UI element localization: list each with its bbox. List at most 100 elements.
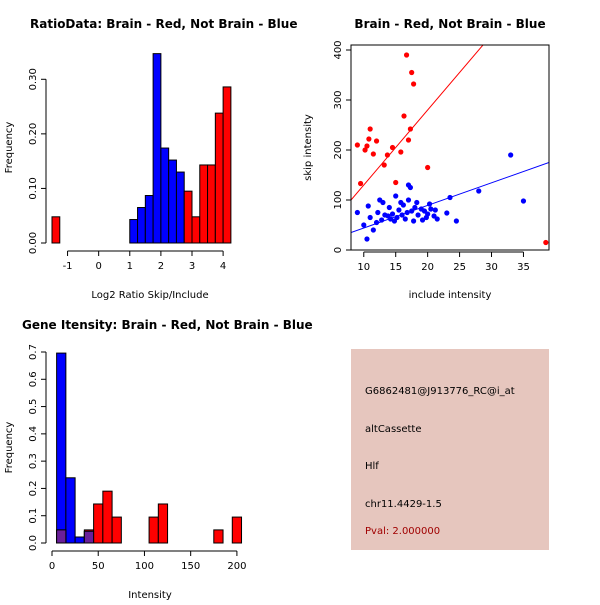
chart-2-bar-not-brain [56,352,67,544]
chart-1-point-not-brain [375,209,381,216]
chart-1-point-not-brain [409,208,415,214]
chart-1-point-not-brain [373,219,380,226]
chart-0-bar-not-brain [175,171,185,244]
chart-1-point-not-brain [428,206,434,212]
chart-1-point-not-brain [370,227,376,233]
chart-0-bar-brain [51,216,61,244]
chart-0-y-tick-label: 0.30 [28,68,39,90]
chart-1-point-not-brain [364,236,370,242]
chart-1-point-not-brain [444,210,450,216]
chart-0-bar-brain [199,164,209,244]
chart-2-bar-brain [157,503,169,544]
chart-2-y-tick-label: 0.0 [28,535,39,551]
chart-1-y-tick-label: 400 [333,40,344,59]
chart-0-y-tick-label: 0.00 [28,232,39,254]
chart-2-y-tick-label: 0.6 [28,371,39,387]
chart-1-ylabel: skip intensity [303,114,314,181]
chart-2-y-tick-label: 0.5 [28,399,39,415]
chart-1-point-brain [366,136,372,142]
chart-1-point-not-brain [419,217,426,223]
chart-1-x-tick-label: 35 [517,262,530,273]
chart-1-point-not-brain [508,152,514,158]
chart-1-y-tick-label: 0 [333,247,344,253]
chart-2-x-tick-label: 100 [135,561,154,572]
chart-2-y-tick-label: 0.7 [28,344,39,360]
chart-2-bar-brain [213,529,224,544]
chart-1-point-brain [393,179,399,186]
chart-1-point-brain [381,162,387,168]
chart-1-x-tick-label: 15 [389,262,402,273]
chart-1-point-not-brain [402,216,408,222]
chart-2-y-tick-label: 0.1 [28,508,39,524]
chart-1-point-brain [405,137,412,143]
chart-1-point-not-brain [380,199,386,206]
chart-1-point-brain [354,142,360,148]
chart-1-point-not-brain [386,204,392,211]
chart-1-point-not-brain [453,218,459,224]
chart-1-point-not-brain [361,222,367,228]
chart-1-point-not-brain [426,201,433,207]
chart-0-bar-not-brain [137,207,146,244]
chart-0-x-tick-label: 1 [127,261,133,272]
chart-0-x-tick-label: 0 [95,261,101,272]
chart-1-point-not-brain [425,211,431,217]
chart-1-point-brain [389,144,396,151]
chart-1-y-tick-label: 300 [333,90,344,109]
chart-1-x-tick-label: 30 [485,262,498,273]
chart-0-y-tick-label: 0.20 [28,123,39,145]
probe-info-panel: G6862481@J913776_RC@i_at altCassette Hlf… [351,349,549,550]
chart-1-point-brain [425,164,431,171]
chart-2-title: Gene Itensity: Brain - Red, Not Brain - … [22,318,313,332]
chart-2-x-tick-label: 150 [181,561,200,572]
chart-1-y-tick-label: 200 [333,140,344,159]
chart-1-point-not-brain [367,214,373,221]
chart-1-point-not-brain [405,197,412,203]
chart-2-y-tick-label: 0.2 [28,480,39,496]
chart-0-bar-not-brain [144,195,154,244]
chart-0-bar-brain [214,112,224,244]
chart-2-xlabel: Intensity [128,590,172,600]
chart-2-bar-brain [148,516,159,544]
chart-1-point-brain [401,113,407,119]
chart-1-point-not-brain [399,212,405,218]
chart-1-point-not-brain [407,184,413,191]
chart-0-ylabel: Frequency [4,122,15,174]
chart-1-point-not-brain [414,199,420,206]
chart-1-y-tick-label: 100 [333,190,344,209]
chart-0-bar-not-brain [160,147,170,244]
chart-1-trendline-brain [351,45,484,201]
gene-name-text: Hlf [365,461,379,472]
chart-1-point-not-brain [412,204,418,211]
chart-0-x-tick-label: -1 [63,261,73,272]
chart-1-point-not-brain [415,212,421,218]
chart-0-y-tick-label: 0.10 [28,177,39,199]
chart-0-x-tick-label: 2 [158,261,164,272]
chart-0-bar-not-brain [168,159,177,244]
chart-0-bar-brain [191,216,201,244]
chart-1-point-not-brain [389,211,396,217]
event-type-text: altCassette [365,424,422,435]
chart-1-point-brain [398,149,404,155]
chart-0-bar-brain [183,190,193,244]
chart-1-point-brain [367,126,373,132]
chart-2-y-tick-label: 0.4 [28,426,39,442]
chart-0-bar-brain [207,164,216,244]
chart-1-point-brain [370,151,376,157]
chart-1-point-not-brain [476,188,482,194]
chart-1-point-brain [384,152,391,158]
chart-1-point-not-brain [410,218,417,224]
chart-0-x-tick-label: 3 [189,261,195,272]
chart-1-point-not-brain [432,207,438,213]
chart-2-bar-overlap [56,529,67,544]
chart-1-title: Brain - Red, Not Brain - Blue [354,17,545,31]
chart-0-xlabel: Log2 Ratio Skip/Include [91,290,208,301]
chart-1-point-not-brain [520,198,527,204]
pval-text: Pval: 2.000000 [365,526,441,537]
chart-1-xlabel: include intensity [409,290,492,301]
chart-1-point-not-brain [354,209,360,216]
chart-2-bar-brain [111,516,122,544]
chart-2-x-tick-label: 200 [227,561,246,572]
chart-2-bar-not-brain [65,477,76,544]
chart-1-x-tick-label: 20 [421,262,434,273]
chart-1-point-brain [410,81,417,87]
